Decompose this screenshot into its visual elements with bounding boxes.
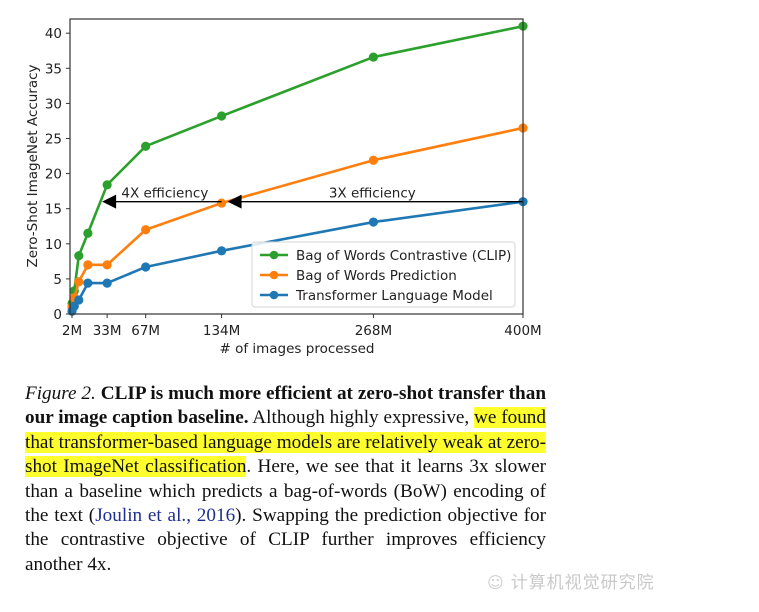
data-point: [74, 295, 84, 305]
y-tick-label: 20: [45, 167, 62, 183]
x-axis-label: # of images processed: [219, 341, 374, 357]
legend: Bag of Words Contrastive (CLIP) Bag of Wo…: [251, 241, 516, 308]
legend-marker-icon: [269, 250, 279, 260]
x-tick-label: 2M: [62, 323, 82, 339]
chart-annotations: 4X efficiency 3X efficiency: [102, 186, 523, 209]
x-tick-label: 400M: [504, 323, 541, 339]
data-point: [83, 278, 93, 288]
watermark-text: 计算机视觉研究院: [510, 573, 655, 593]
annotation-label: 4X efficiency: [121, 186, 208, 202]
citation-link[interactable]: Joulin et al., 2016: [95, 505, 236, 527]
chart: 4X efficiency 3X efficiency 0 5 10 15 20 25 30 3…: [25, 18, 542, 357]
y-tick-label: 35: [45, 61, 62, 77]
data-point: [74, 251, 84, 261]
data-point: [368, 155, 379, 165]
data-point: [141, 141, 151, 151]
chart-series-group: [67, 21, 528, 316]
y-tick-label: 10: [45, 237, 62, 253]
legend-item: Transformer Language Model: [260, 288, 493, 304]
caption-title: CLIP is much more efficient at zero-shot…: [25, 383, 546, 429]
data-point: [102, 278, 112, 288]
data-point: [83, 228, 93, 238]
legend-item: Bag of Words Contrastive (CLIP): [260, 248, 511, 264]
data-point: [141, 262, 151, 272]
x-axis: 2M 33M 67M 134M 268M 400M: [62, 314, 542, 339]
caption-text-3: ). Swapping the prediction objective for…: [25, 505, 547, 575]
data-point: [216, 198, 227, 208]
data-point: [102, 260, 112, 270]
y-axis-label: Zero-Shot ImageNet Accuracy: [25, 64, 41, 267]
data-point: [83, 260, 93, 270]
caption-text-1: Although highly expressive,: [252, 407, 470, 429]
figure-caption: Figure 2. CLIP is much more efficient at…: [25, 382, 546, 577]
legend-marker-icon: [269, 270, 279, 280]
caption-text-2: . Here, we see that it learns 3x slower …: [25, 456, 546, 527]
legend-marker-icon: [269, 290, 279, 300]
y-tick-label: 15: [45, 202, 62, 218]
efficiency-arrow: 4X efficiency: [102, 186, 222, 209]
y-tick-label: 30: [45, 96, 62, 112]
legend-label: Bag of Words Contrastive (CLIP): [296, 248, 511, 264]
data-point: [141, 225, 151, 235]
legend-label: Bag of Words Prediction: [296, 268, 457, 284]
data-point: [216, 111, 227, 121]
data-point: [368, 52, 379, 62]
arrow-head-icon: [102, 194, 117, 209]
legend-box: [251, 241, 516, 308]
legend-label: Transformer Language Model: [295, 288, 493, 304]
x-tick-label: 134M: [203, 323, 240, 339]
wechat-icon: ☺: [487, 573, 505, 592]
arrow-head-icon: [227, 194, 242, 209]
plot-frame: [69, 18, 524, 315]
figure-label: Figure 2.: [25, 383, 96, 404]
x-tick-label: 268M: [355, 323, 392, 339]
annotation-label: 3X efficiency: [329, 186, 416, 202]
y-axis: 0 5 10 15 20 25 30 35 40: [45, 26, 70, 323]
watermark: ☺ 计算机视觉研究院: [487, 568, 655, 593]
x-tick-label: 33M: [93, 323, 122, 339]
x-tick-label: 67M: [131, 323, 160, 339]
data-point: [74, 277, 84, 287]
data-point: [368, 217, 379, 227]
y-tick-label: 40: [45, 26, 62, 42]
y-tick-label: 0: [53, 307, 62, 323]
legend-item: Bag of Words Prediction: [260, 268, 457, 284]
y-tick-label: 25: [45, 132, 62, 148]
y-tick-label: 5: [53, 272, 62, 288]
data-point: [102, 180, 112, 190]
efficiency-arrow: 3X efficiency: [227, 186, 523, 209]
data-point: [216, 246, 227, 256]
